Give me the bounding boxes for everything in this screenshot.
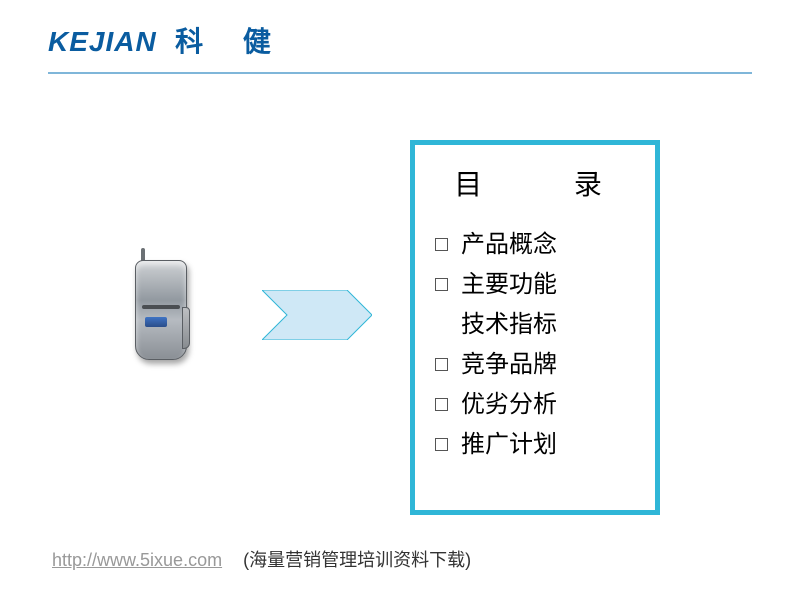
toc-item: 产品概念 (435, 225, 645, 265)
logo-en: KEJIAN (48, 26, 157, 58)
footer-link[interactable]: http://www.5ixue.com (52, 550, 222, 570)
footer: http://www.5ixue.com (海量营销管理培训资料下载) (52, 546, 471, 572)
toc-item: 优劣分析 (435, 385, 645, 425)
toc-item: 技术指标 (435, 305, 645, 345)
toc-box: 目 录 产品概念主要功能技术指标竞争品牌优劣分析推广计划 (410, 140, 660, 515)
logo-cn: 科 健 (175, 20, 287, 60)
header: KEJIAN 科 健 (0, 0, 800, 60)
footer-note: (海量营销管理培训资料下载) (243, 550, 471, 570)
toc-title: 目 录 (433, 163, 645, 203)
toc-item: 竞争品牌 (435, 345, 645, 385)
toc-item: 主要功能 (435, 265, 645, 305)
header-rule (48, 72, 752, 74)
arrow-icon (262, 290, 372, 345)
toc-list: 产品概念主要功能技术指标竞争品牌优劣分析推广计划 (433, 225, 645, 465)
toc-item: 推广计划 (435, 425, 645, 465)
phone-image (135, 260, 190, 375)
